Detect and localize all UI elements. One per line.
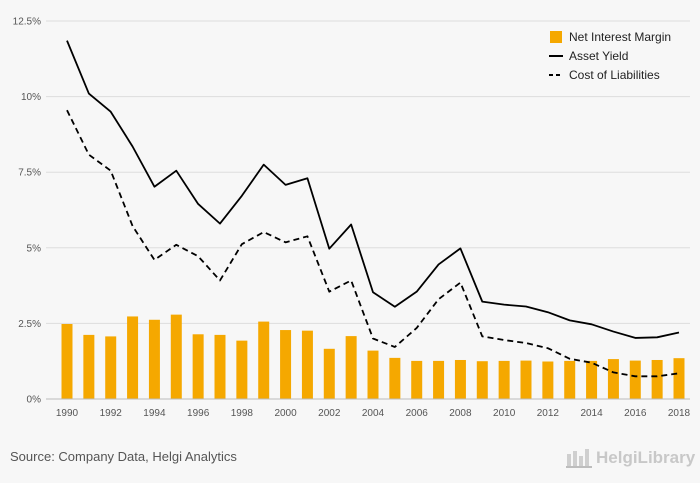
legend-label: Net Interest Margin	[569, 30, 671, 44]
x-tick-label: 2012	[537, 408, 560, 419]
legend-label: Asset Yield	[569, 49, 628, 63]
legend-label: Cost of Liabilities	[569, 68, 660, 82]
x-tick-label: 2010	[493, 408, 516, 419]
bar-net-interest-margin	[476, 361, 488, 399]
y-tick-label: 2.5%	[18, 319, 41, 330]
bar-net-interest-margin	[673, 358, 685, 399]
line-asset-yield	[66, 40, 680, 339]
x-tick-label: 1992	[100, 408, 123, 419]
bar-net-interest-margin	[367, 350, 379, 399]
line-series	[66, 40, 680, 378]
bar-net-interest-margin	[542, 361, 554, 399]
bar-net-interest-margin	[170, 314, 182, 399]
bar-net-interest-margin	[498, 360, 510, 399]
bar-net-interest-margin	[345, 336, 357, 399]
bar-net-interest-margin	[61, 324, 73, 399]
line-cost-of-liabilities	[66, 109, 680, 378]
x-tick-label: 1990	[56, 408, 79, 419]
x-tick-label: 2016	[624, 408, 647, 419]
bar-net-interest-margin	[586, 360, 598, 399]
bar-net-interest-margin	[236, 340, 248, 399]
x-axis-ticks: 1990 1992 1994 1996 1998 2000 2002 2004 2006 2008…	[46, 398, 691, 419]
x-tick-label: 2006	[406, 408, 429, 419]
bar-net-interest-margin	[411, 360, 423, 399]
legend: Net Interest Margin Asset Yield Cost of Li…	[549, 30, 671, 82]
y-tick-label: 7.5%	[18, 168, 41, 179]
x-tick-label: 2014	[580, 408, 603, 419]
x-tick-label: 2008	[449, 408, 472, 419]
x-tick-label: 2002	[318, 408, 341, 419]
bar-net-interest-margin	[389, 357, 401, 399]
bar-net-interest-margin	[83, 334, 95, 399]
library-building-icon	[566, 449, 592, 468]
bar-net-interest-margin	[520, 360, 532, 399]
bar-net-interest-margin	[258, 321, 270, 399]
y-tick-label: 0%	[27, 395, 42, 406]
helgi-library-logo: HelgiLibrary	[566, 448, 695, 468]
bar-net-interest-margin	[280, 330, 292, 399]
bar-series	[61, 314, 685, 399]
bar-net-interest-margin	[214, 334, 226, 399]
bar-net-interest-margin	[454, 359, 466, 399]
y-axis-ticks: 0% 2.5% 5% 7.5% 10% 12.5%	[13, 17, 41, 406]
bar-net-interest-margin	[192, 334, 204, 399]
source-note: Source: Company Data, Helgi Analytics	[10, 449, 237, 464]
bar-net-interest-margin	[323, 348, 335, 399]
x-tick-label: 1998	[231, 408, 254, 419]
logo-text: HelgiLibrary	[596, 448, 696, 467]
bar-net-interest-margin	[564, 360, 576, 399]
y-tick-label: 12.5%	[13, 17, 41, 28]
bar-net-interest-margin	[127, 316, 139, 399]
x-tick-label: 2004	[362, 408, 385, 419]
x-tick-label: 1994	[143, 408, 166, 419]
bar-net-interest-margin	[433, 360, 445, 399]
y-tick-label: 5%	[27, 243, 42, 254]
x-tick-label: 1996	[187, 408, 210, 419]
bar-net-interest-margin	[148, 319, 160, 399]
bar-net-interest-margin	[105, 336, 117, 399]
bar-net-interest-margin	[651, 359, 663, 399]
x-tick-label: 2018	[668, 408, 691, 419]
legend-swatch-bar	[550, 31, 562, 43]
bar-net-interest-margin	[607, 359, 619, 399]
y-tick-label: 10%	[21, 92, 41, 103]
bar-net-interest-margin	[301, 330, 313, 399]
bar-net-interest-margin	[629, 360, 641, 399]
x-tick-label: 2000	[274, 408, 297, 419]
